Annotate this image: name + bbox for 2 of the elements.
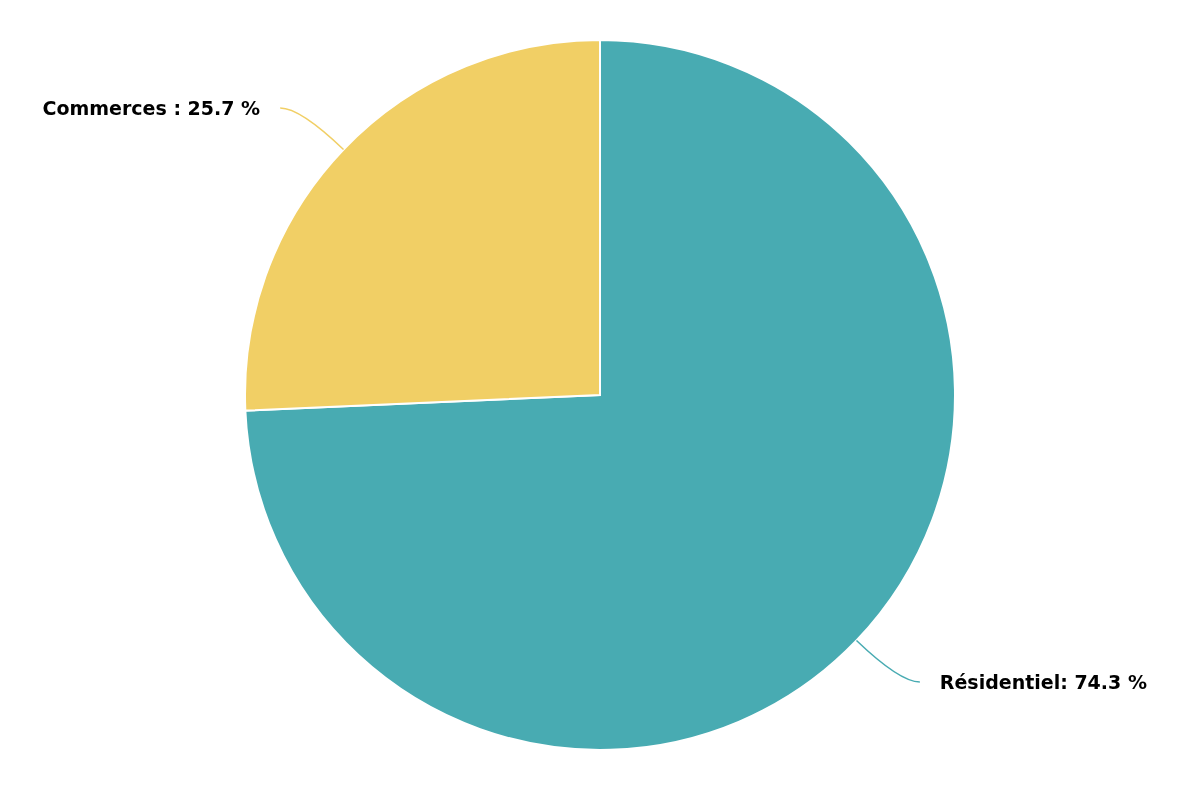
slice-label: Commerces : 25.7 %: [42, 96, 261, 119]
slice-label: Résidentiel: 74.3 %: [939, 670, 1147, 693]
